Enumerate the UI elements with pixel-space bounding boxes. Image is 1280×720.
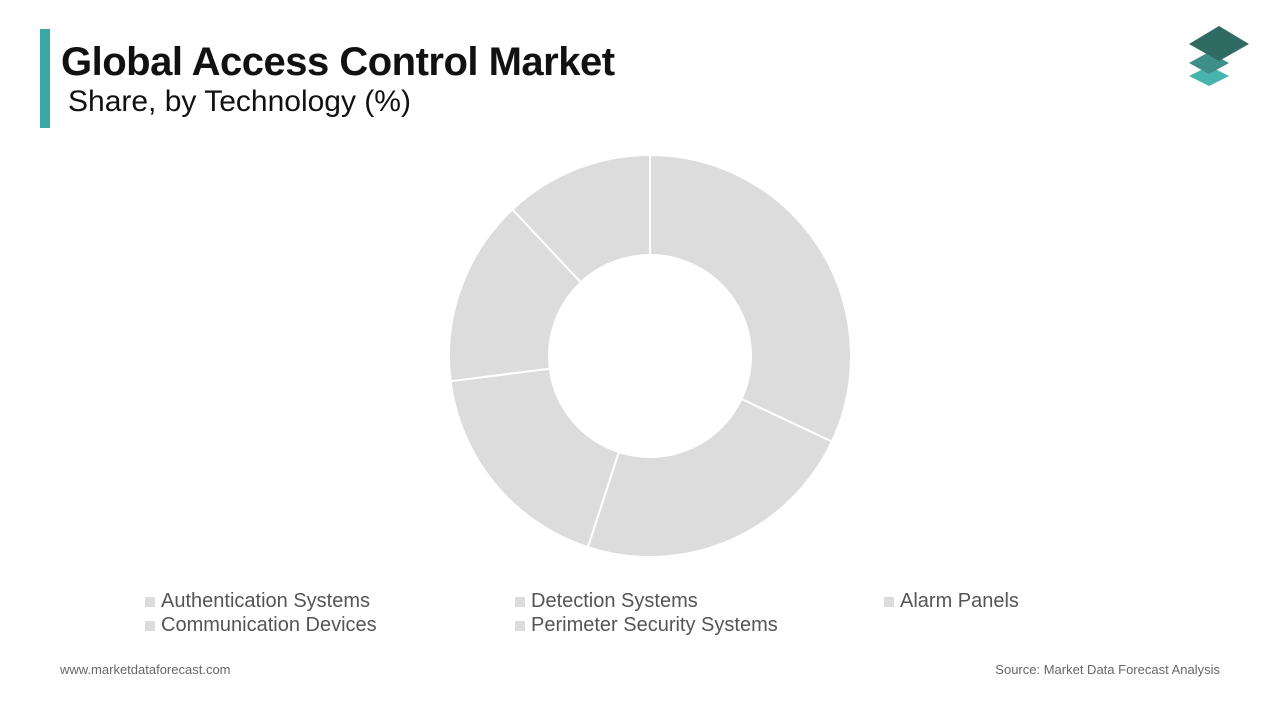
donut-chart <box>448 153 852 558</box>
donut-slice-detection-systems <box>586 397 834 558</box>
chart-legend: Authentication Systems Detection Systems A… <box>145 590 1145 640</box>
legend-item: Detection Systems <box>515 590 698 613</box>
legend-label: Communication Devices <box>161 614 377 636</box>
legend-swatch <box>515 620 525 631</box>
legend-item: Communication Devices <box>145 614 377 637</box>
legend-swatch <box>145 596 155 607</box>
title-accent-bar <box>40 29 50 128</box>
logo-layer-bottom <box>1189 66 1229 86</box>
legend-swatch <box>884 596 894 607</box>
legend-label: Detection Systems <box>531 590 698 612</box>
legend-label: Authentication Systems <box>161 590 370 612</box>
legend-swatch <box>145 620 155 631</box>
brand-logo-icon <box>1189 26 1249 86</box>
legend-label: Perimeter Security Systems <box>531 614 778 636</box>
donut-slice-alarm-panels <box>449 367 621 549</box>
website-url: www.marketdataforecast.com <box>60 662 231 677</box>
legend-item: Perimeter Security Systems <box>515 614 778 637</box>
donut-slice-authentication-systems <box>649 153 852 443</box>
chart-subtitle: Share, by Technology (%) <box>68 85 411 118</box>
source-note: Source: Market Data Forecast Analysis <box>995 662 1220 677</box>
logo-layer-top <box>1189 26 1249 61</box>
legend-label: Alarm Panels <box>900 590 1019 612</box>
donut-slice-perimeter-security-systems <box>510 153 651 284</box>
chart-title: Global Access Control Market <box>61 40 615 84</box>
donut-slice-communication-devices <box>448 208 583 383</box>
legend-swatch <box>515 596 525 607</box>
legend-item: Alarm Panels <box>884 590 1019 613</box>
legend-item: Authentication Systems <box>145 590 370 613</box>
